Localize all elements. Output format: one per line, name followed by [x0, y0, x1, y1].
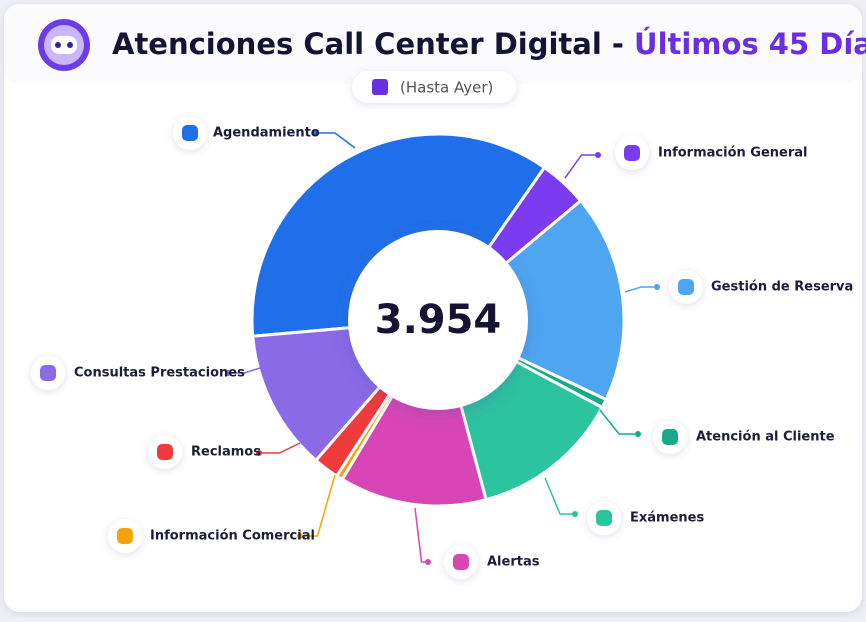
total: 3.954 — [375, 297, 502, 343]
icon — [662, 429, 678, 445]
header — [4, 4, 862, 84]
legend-label: Agendamiento — [213, 126, 320, 141]
connector-dot — [297, 533, 303, 539]
logo — [38, 19, 90, 71]
connector-dot — [572, 511, 578, 517]
icon — [624, 145, 640, 161]
subtitle: (Hasta Ayer) — [400, 79, 493, 97]
connector — [624, 286, 657, 293]
connector — [300, 474, 336, 537]
icon — [453, 554, 469, 570]
icon — [157, 444, 173, 460]
connector-dot — [425, 559, 431, 565]
connector-dot — [654, 284, 660, 290]
donut-hole — [348, 230, 528, 410]
legend-label: Exámenes — [630, 511, 704, 526]
connector-dot — [312, 130, 318, 136]
connector — [599, 409, 638, 435]
connector — [564, 154, 598, 179]
connector — [544, 477, 575, 515]
connector-dot — [225, 370, 231, 376]
icon — [40, 365, 56, 381]
title-highlight: Últimos 45 Días — [634, 27, 866, 61]
legend-label: Consultas Prestaciones — [74, 366, 245, 381]
legend-label: Alertas — [487, 555, 540, 570]
legend-label: Información General — [658, 146, 807, 161]
calendar-icon — [372, 79, 388, 95]
icon — [596, 510, 612, 526]
legend-label: Información Comercial — [150, 529, 315, 544]
connector — [259, 442, 301, 454]
legend-label: Gestión de Reserva — [711, 280, 853, 295]
icon — [117, 528, 133, 544]
icon — [182, 125, 198, 141]
connector — [315, 132, 356, 149]
icon — [678, 279, 694, 295]
legend-label: Atención al Cliente — [696, 430, 835, 445]
connector-dot — [595, 152, 601, 158]
legend-label: Reclamos — [191, 445, 261, 460]
chart-title: Atenciones Call Center Digital - Últimos… — [112, 27, 866, 61]
title-main: Atenciones Call Center Digital - — [112, 27, 634, 61]
connector — [228, 367, 261, 374]
connector-dot — [635, 431, 641, 437]
subtitle-pill — [352, 71, 516, 103]
connector-dot — [256, 450, 262, 456]
